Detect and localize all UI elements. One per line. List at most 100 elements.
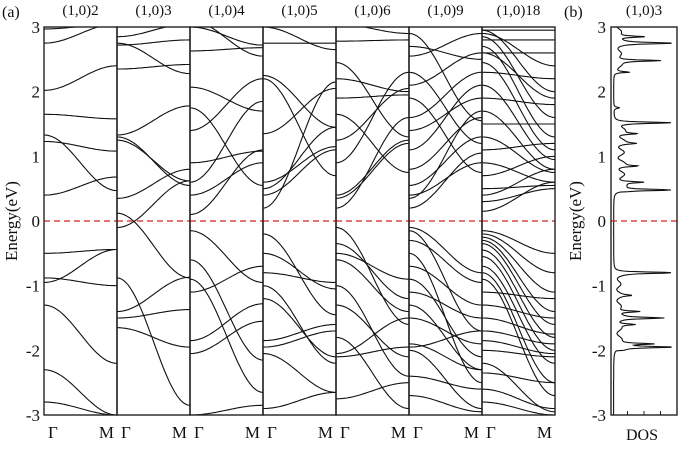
xtick-gamma: Γ <box>486 423 496 442</box>
band-line <box>409 395 482 413</box>
ytick-label: 2 <box>598 83 607 102</box>
band-line <box>263 87 336 135</box>
band-line <box>44 113 117 120</box>
xtick-gamma: Γ <box>267 423 277 442</box>
panel-b-ylabel: Energy(eV) <box>566 181 585 261</box>
band-line <box>409 330 482 348</box>
ytick-label: 3 <box>32 18 41 37</box>
band-line <box>482 52 555 99</box>
band-line <box>409 278 482 358</box>
band-line <box>44 248 117 254</box>
band-line <box>117 168 190 199</box>
band-line <box>263 149 336 196</box>
band-line <box>190 230 263 283</box>
band-line <box>336 142 409 199</box>
ytick-label: -1 <box>26 277 40 296</box>
band-line <box>409 71 482 119</box>
band-line <box>409 265 482 306</box>
band-line <box>482 272 555 384</box>
band-line <box>190 107 263 186</box>
band-line <box>482 304 555 319</box>
ytick-label: 0 <box>598 212 607 231</box>
band-line <box>482 162 555 183</box>
band-line <box>117 277 190 406</box>
band-line <box>44 304 117 364</box>
band-line <box>117 39 190 46</box>
band-line <box>117 276 190 313</box>
band-line <box>190 27 263 46</box>
band-line <box>336 139 409 196</box>
panel-title: (1,0)4 <box>208 3 245 19</box>
band-line <box>190 320 263 355</box>
band-line <box>336 336 409 410</box>
band-line <box>263 233 336 316</box>
band-line <box>409 32 482 57</box>
band-line <box>190 404 263 415</box>
band-line <box>482 29 555 93</box>
band-line <box>482 188 555 203</box>
band-line <box>336 304 409 358</box>
xtick-m: M <box>391 423 406 442</box>
band-line <box>336 252 409 280</box>
ytick-label: 1 <box>32 147 41 166</box>
band-line <box>482 155 555 177</box>
band-line <box>263 27 336 51</box>
band-panel-5 <box>409 32 482 413</box>
band-panel-0 <box>44 27 117 415</box>
band-line <box>482 136 555 174</box>
band-line <box>482 168 555 196</box>
band-line <box>409 116 482 170</box>
band-line <box>409 152 482 209</box>
band-line <box>409 162 482 196</box>
band-line <box>409 291 482 319</box>
band-line <box>482 362 555 413</box>
ytick-label: -3 <box>26 406 40 425</box>
band-line <box>409 110 482 199</box>
panel-a-ylabel: Energy(eV) <box>2 181 21 261</box>
band-line <box>482 97 555 106</box>
band-line <box>117 63 190 70</box>
band-line <box>336 226 409 326</box>
band-line <box>409 136 482 186</box>
band-line <box>336 39 409 42</box>
xtick-m: M <box>537 423 552 442</box>
band-line <box>190 259 263 361</box>
band-line <box>336 113 409 174</box>
band-line <box>190 100 263 183</box>
band-line <box>336 259 409 313</box>
band-line <box>336 87 409 141</box>
band-line <box>44 248 117 283</box>
band-line <box>263 353 336 393</box>
band-line <box>482 349 555 358</box>
band-line <box>409 97 482 132</box>
band-line <box>336 243 409 300</box>
band-line <box>263 74 336 128</box>
band-line <box>482 230 555 254</box>
band-line <box>336 346 409 358</box>
band-line <box>190 150 263 164</box>
ytick-label: -2 <box>592 341 606 360</box>
band-line <box>190 265 263 293</box>
band-line <box>44 65 117 91</box>
band-line <box>482 330 555 345</box>
band-line <box>482 181 555 212</box>
ytick-label: 1 <box>598 147 607 166</box>
xtick-gamma: Γ <box>194 423 204 442</box>
panel-b-title: (1,0)3 <box>626 3 662 19</box>
band-line <box>482 256 555 351</box>
band-line <box>44 401 117 415</box>
band-line <box>409 375 482 390</box>
band-line <box>482 265 555 364</box>
band-line <box>117 309 190 319</box>
band-line <box>482 317 555 335</box>
band-line <box>336 94 409 99</box>
ytick-label: 0 <box>32 212 41 231</box>
panel-a-band-structures: (1,0)2Γ M(1,0)3Γ M(1,0)4Γ M(1,0)5Γ M(1,0)6Γ M… <box>26 3 556 442</box>
band-line <box>482 372 555 384</box>
panel-title: (1,0)5 <box>281 3 317 19</box>
band-line <box>117 180 190 229</box>
band-line <box>263 272 336 283</box>
band-line <box>44 176 117 196</box>
band-line <box>482 142 555 151</box>
band-line <box>190 86 263 112</box>
